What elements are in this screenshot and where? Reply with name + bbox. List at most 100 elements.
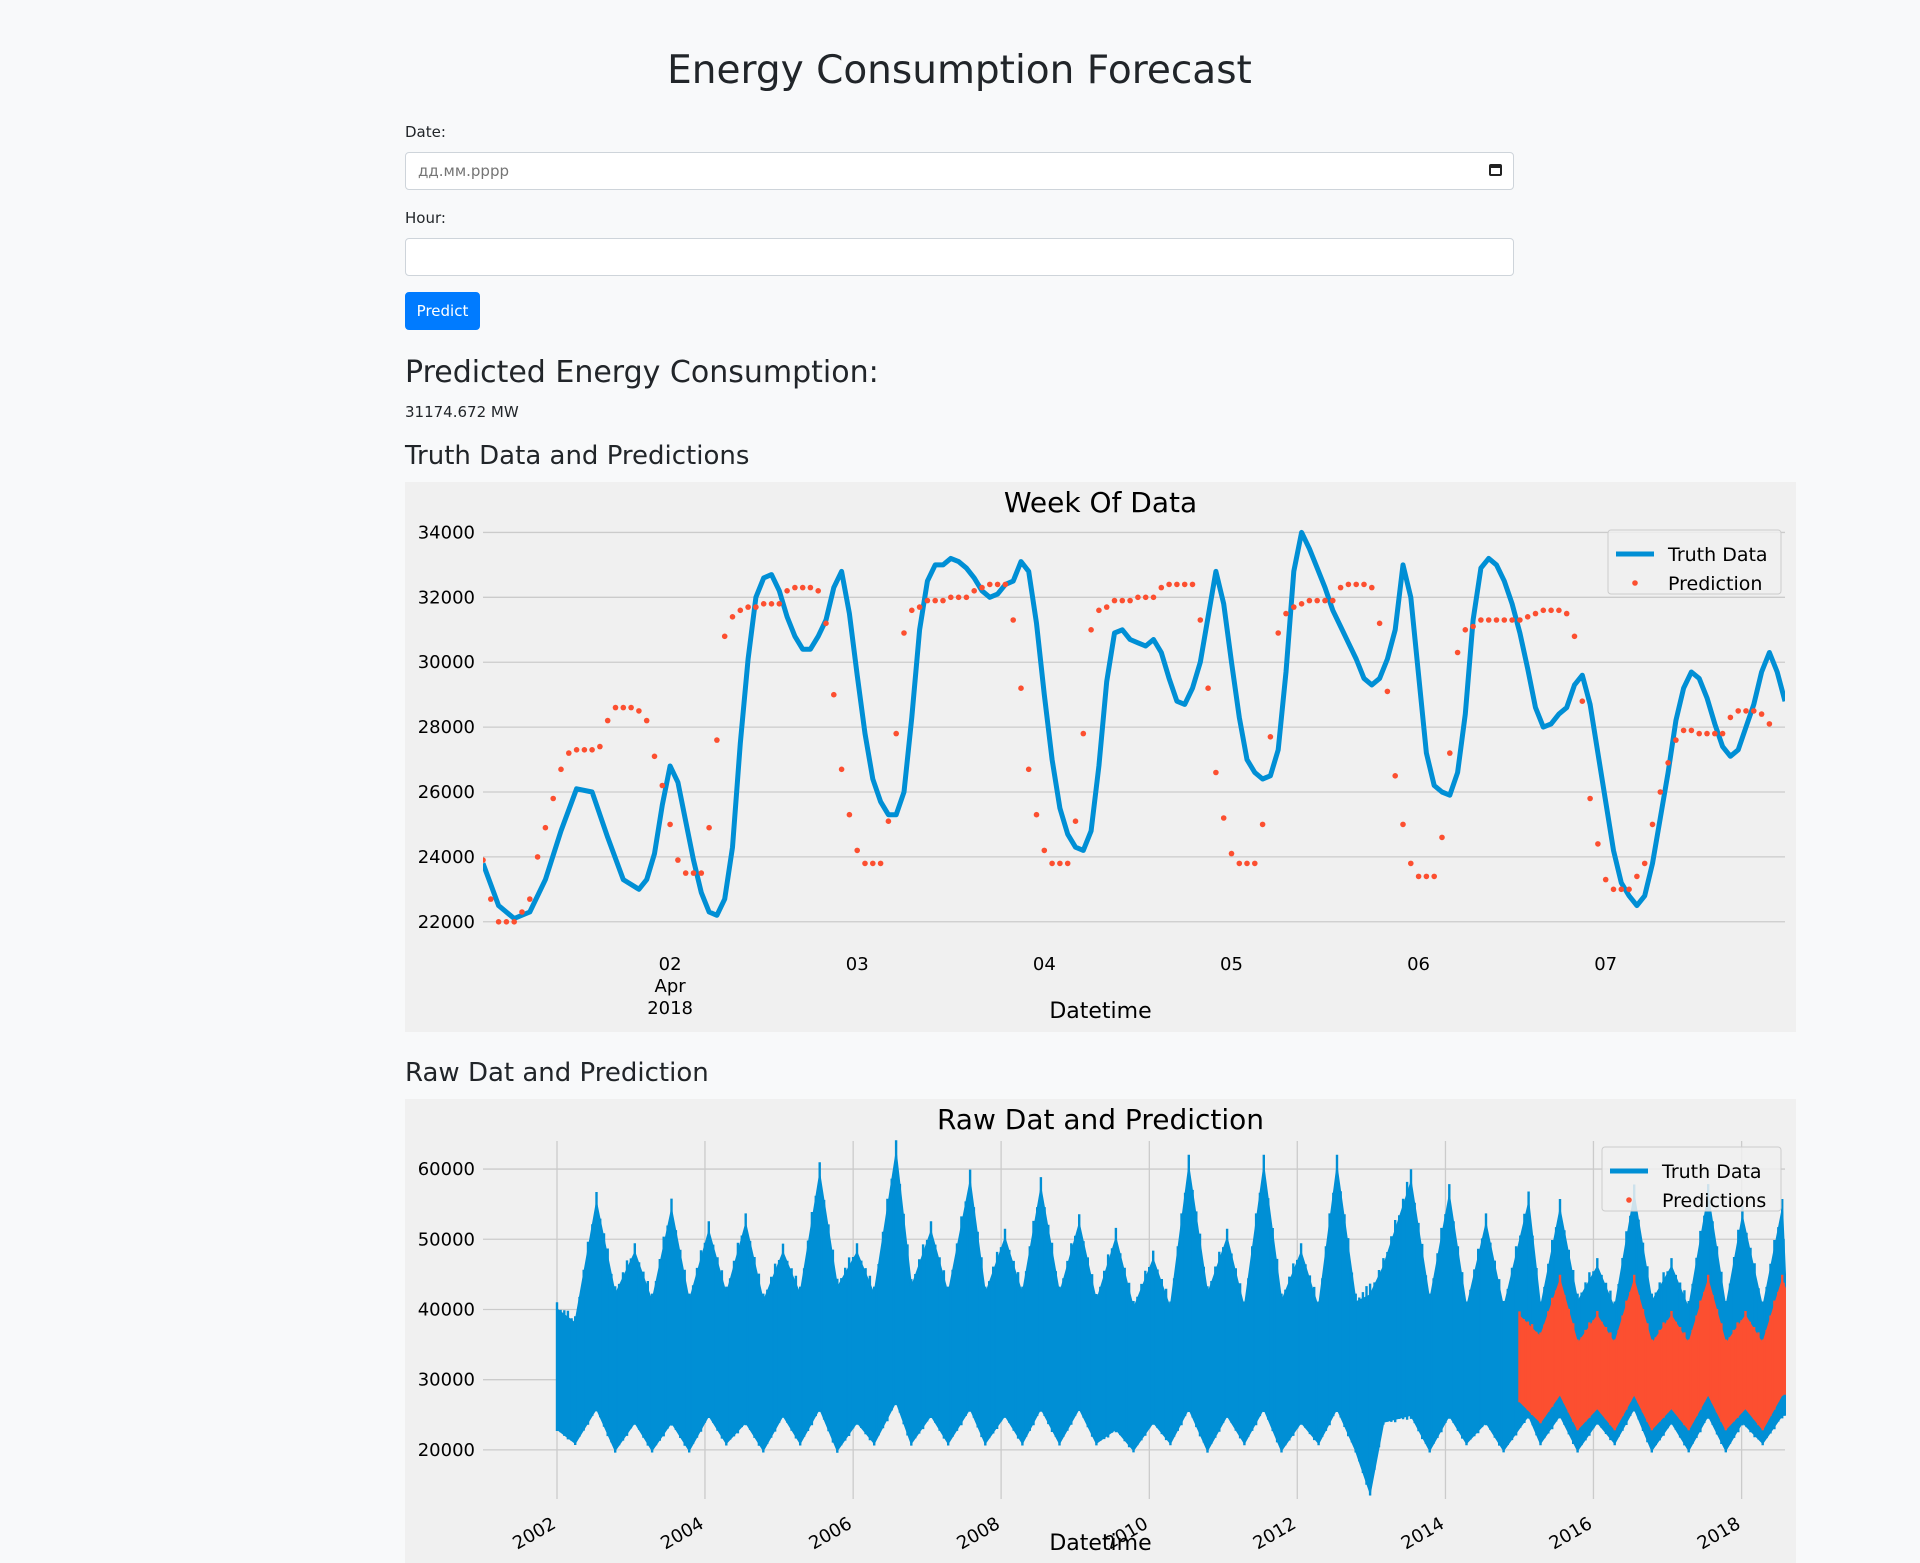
- y-tick-label: 34000: [418, 522, 475, 543]
- prediction-point: [1252, 860, 1258, 867]
- prediction-point: [971, 588, 977, 594]
- prediction-point: [1696, 730, 1702, 737]
- prediction-point: [1275, 630, 1281, 636]
- prediction-point: [620, 704, 627, 711]
- prediction-point: [527, 896, 533, 902]
- prediction-point: [659, 782, 666, 789]
- prediction-point: [1111, 597, 1118, 604]
- prediction-point: [1259, 821, 1266, 828]
- prediction-point: [940, 597, 946, 604]
- prediction-point: [862, 860, 868, 867]
- legend-entry: Truth Data: [1667, 544, 1768, 566]
- prediction-point: [1244, 860, 1250, 867]
- prediction-point: [1002, 581, 1009, 588]
- prediction-point: [1135, 594, 1141, 601]
- prediction-point: [519, 909, 525, 915]
- prediction-point: [1665, 760, 1671, 766]
- prediction-point: [558, 766, 564, 773]
- prediction-point: [1626, 886, 1632, 893]
- prediction-point: [1751, 708, 1757, 714]
- prediction-point: [1057, 860, 1063, 867]
- prediction-point: [1181, 581, 1188, 588]
- prediction-point: [542, 824, 549, 831]
- prediction-point: [994, 581, 1001, 588]
- x-tick-label: 05: [1220, 954, 1243, 975]
- prediction-point: [846, 811, 853, 818]
- y-tick-label: 60000: [418, 1159, 475, 1180]
- prediction-point: [1423, 873, 1430, 880]
- prediction-point: [1493, 617, 1500, 623]
- prediction-point: [1462, 627, 1469, 633]
- raw-chart-panel: 20000 30000 40000 50000 60000 2002 2004 2006 200…: [405, 1099, 1796, 1563]
- prediction-point: [511, 919, 517, 925]
- prediction-point: [604, 717, 611, 724]
- prediction-point: [1532, 610, 1539, 617]
- x-tick-label: 2018: [647, 998, 693, 1019]
- prediction-point: [573, 747, 580, 753]
- calendar-icon[interactable]: [1489, 164, 1502, 176]
- prediction-point: [1400, 821, 1406, 828]
- prediction-point: [776, 601, 783, 607]
- prediction-point: [1018, 685, 1024, 691]
- prediction-point: [1041, 847, 1048, 854]
- prediction-point: [1314, 597, 1320, 604]
- prediction-point: [1524, 614, 1531, 620]
- prediction-point: [1587, 795, 1593, 802]
- prediction-point: [1337, 584, 1344, 591]
- prediction-point: [831, 691, 837, 698]
- prediction-point: [1088, 627, 1094, 633]
- prediction-point: [1712, 730, 1718, 737]
- prediction-point: [854, 847, 860, 854]
- prediction-point: [901, 630, 907, 636]
- prediction-point: [1361, 581, 1367, 588]
- prediction-point: [963, 594, 970, 601]
- y-tick-label: 50000: [418, 1229, 475, 1250]
- prediction-point: [1096, 607, 1102, 614]
- result-heading: Predicted Energy Consumption:: [405, 355, 879, 390]
- prediction-point: [1478, 617, 1484, 623]
- prediction-point: [1353, 581, 1359, 588]
- prediction-point: [1595, 841, 1601, 847]
- prediction-point: [1517, 617, 1523, 623]
- prediction-point: [916, 604, 923, 610]
- prediction-point: [1197, 617, 1204, 623]
- prediction-point: [1392, 773, 1398, 779]
- date-input[interactable]: [405, 152, 1514, 190]
- prediction-point: [1641, 860, 1648, 867]
- prediction-point: [682, 870, 689, 876]
- prediction-point: [1033, 811, 1040, 818]
- prediction-point: [815, 588, 821, 594]
- prediction-point: [1579, 698, 1586, 704]
- hour-label: Hour:: [405, 209, 446, 227]
- prediction-point: [1548, 607, 1554, 614]
- prediction-point: [1025, 766, 1032, 773]
- y-tick-label: 24000: [418, 847, 475, 868]
- hour-input[interactable]: [405, 238, 1514, 276]
- prediction-point: [597, 743, 603, 750]
- prediction-point: [893, 730, 899, 737]
- prediction-point: [1376, 620, 1383, 627]
- prediction-point: [1454, 649, 1461, 656]
- prediction-point: [1189, 581, 1196, 588]
- date-input-wrapper[interactable]: [405, 152, 1514, 190]
- prediction-point: [955, 594, 962, 601]
- prediction-point: [1283, 610, 1289, 617]
- prediction-point: [1306, 597, 1313, 604]
- prediction-point: [1369, 584, 1375, 591]
- prediction-point: [675, 857, 681, 863]
- predict-button[interactable]: Predict: [405, 292, 480, 330]
- prediction-point: [1236, 860, 1243, 867]
- prediction-point: [1408, 860, 1414, 867]
- prediction-point: [1150, 594, 1157, 601]
- x-axis-label: Datetime: [1049, 1531, 1151, 1556]
- prediction-point: [784, 588, 790, 594]
- prediction-point: [745, 604, 751, 610]
- prediction-point: [799, 584, 806, 591]
- prediction-point: [1673, 737, 1679, 743]
- prediction-point: [1563, 610, 1570, 617]
- prediction-point: [1205, 685, 1211, 691]
- prediction-point: [1727, 714, 1734, 721]
- legend-dot-marker: [1632, 580, 1638, 586]
- prediction-point: [1103, 604, 1110, 610]
- prediction-point: [1634, 873, 1640, 880]
